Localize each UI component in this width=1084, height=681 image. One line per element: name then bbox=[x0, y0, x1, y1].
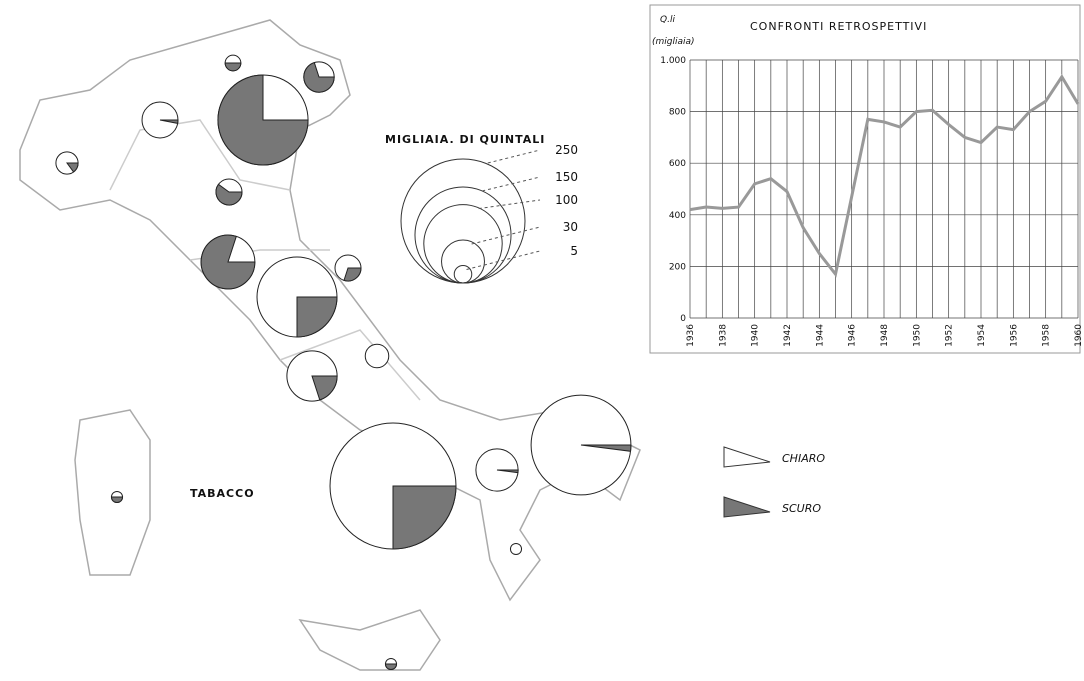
x-tick-label: 1952 bbox=[945, 324, 955, 347]
size-legend-circle bbox=[441, 239, 485, 284]
pie bbox=[509, 542, 523, 556]
x-tick-label: 1946 bbox=[848, 324, 858, 347]
pie-dark-wedge bbox=[224, 62, 242, 72]
x-tick-label: 1940 bbox=[751, 324, 761, 347]
pie-dark-wedge bbox=[496, 469, 519, 474]
x-tick-label: 1950 bbox=[912, 324, 922, 347]
x-tick-label: 1944 bbox=[815, 324, 825, 347]
pie-dark-wedge bbox=[296, 296, 338, 338]
pie-dark-wedge bbox=[215, 183, 243, 206]
size-leader bbox=[478, 199, 541, 210]
x-tick-label: 1960 bbox=[1074, 324, 1084, 347]
pie-dark-wedge bbox=[303, 61, 335, 93]
size-leader bbox=[482, 176, 541, 192]
x-tick-label: 1956 bbox=[1009, 324, 1019, 347]
legend-dark: SCURO bbox=[782, 502, 821, 515]
size-leader bbox=[487, 149, 541, 164]
x-tick-label: 1942 bbox=[783, 324, 793, 347]
size-leader bbox=[466, 250, 541, 270]
line bbox=[689, 73, 1080, 278]
y-tick-label: 600 bbox=[669, 159, 686, 169]
size-legend-circle bbox=[423, 204, 503, 284]
map-outline bbox=[19, 19, 641, 671]
legend-light: CHIARO bbox=[782, 452, 825, 465]
color-legend: CHIARO SCURO bbox=[723, 446, 825, 518]
y-sublabel: (migliaia) bbox=[652, 37, 695, 47]
chart-frame bbox=[649, 4, 1081, 354]
y-tick-label: 200 bbox=[669, 262, 686, 272]
y-tick-label: 0 bbox=[680, 314, 686, 324]
size-legend-circle bbox=[453, 264, 473, 284]
pie-dark-wedge bbox=[343, 267, 362, 282]
pie-dark-wedge bbox=[384, 663, 398, 670]
size-legend-circle bbox=[400, 158, 526, 284]
y-label: Q.li bbox=[660, 15, 675, 25]
x-tick-label: 1958 bbox=[1042, 324, 1052, 347]
y-tick-label: 800 bbox=[669, 108, 686, 118]
pie-dark-wedge bbox=[159, 119, 179, 124]
x-tick-label: 1948 bbox=[880, 324, 890, 347]
y-tick-label: 1.000 bbox=[660, 56, 686, 66]
pie-dark-wedge bbox=[580, 444, 632, 452]
size-legend-label: 30 bbox=[563, 220, 578, 234]
pie-dark-wedge bbox=[311, 375, 338, 401]
size-legend-title: MIGLIAIA. DI QUINTALI bbox=[385, 133, 545, 146]
x-tick-label: 1954 bbox=[977, 324, 987, 347]
size-legend-label: 100 bbox=[555, 193, 578, 207]
size-legend-circle bbox=[414, 186, 512, 284]
size-legend-label: 250 bbox=[555, 143, 578, 157]
size-legend-label: 5 bbox=[570, 244, 578, 258]
size-legend-label: 150 bbox=[555, 170, 578, 184]
map-title: TABACCO bbox=[190, 487, 255, 500]
y-tick-label: 400 bbox=[669, 211, 686, 221]
pie-dark-wedge bbox=[200, 234, 256, 290]
x-tick-label: 1938 bbox=[718, 324, 728, 347]
chart-title: CONFRONTI RETROSPETTIVI bbox=[750, 20, 927, 33]
pie-dark-wedge bbox=[392, 485, 457, 550]
legend-swatch-dark bbox=[723, 496, 771, 518]
pie-dark-wedge bbox=[66, 162, 79, 173]
legend-swatch-light bbox=[723, 446, 771, 468]
pie-dark-wedge bbox=[217, 74, 309, 166]
pie-dark-wedge bbox=[110, 496, 124, 503]
size-leader bbox=[471, 226, 541, 245]
pie bbox=[364, 343, 390, 369]
x-tick-label: 1936 bbox=[686, 324, 696, 347]
